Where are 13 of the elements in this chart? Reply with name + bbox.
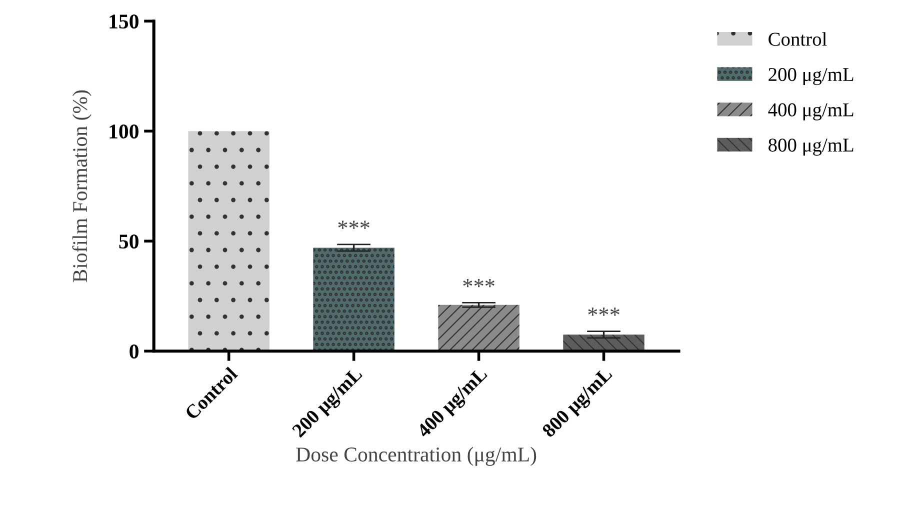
annotation: ***	[463, 279, 494, 288]
annotation: ***	[588, 308, 620, 316]
y-tick-label: 150	[110, 14, 138, 29]
x-axis-title: Dose Concentration (μg/mL)	[296, 446, 536, 466]
y-tick-label: 0	[130, 344, 138, 359]
annotation: ***	[338, 220, 370, 229]
y-axis-title: Biofilm Formation (%)	[72, 90, 92, 282]
y-tick-label: 50	[119, 234, 138, 249]
legend-label: 400 μg/mL	[768, 103, 854, 120]
legend-label: 800 μg/mL	[768, 138, 854, 156]
legend-label: 200 μg/mL	[768, 68, 854, 86]
legend-label: Control	[768, 32, 827, 46]
y-tick-label: 100	[110, 124, 138, 139]
